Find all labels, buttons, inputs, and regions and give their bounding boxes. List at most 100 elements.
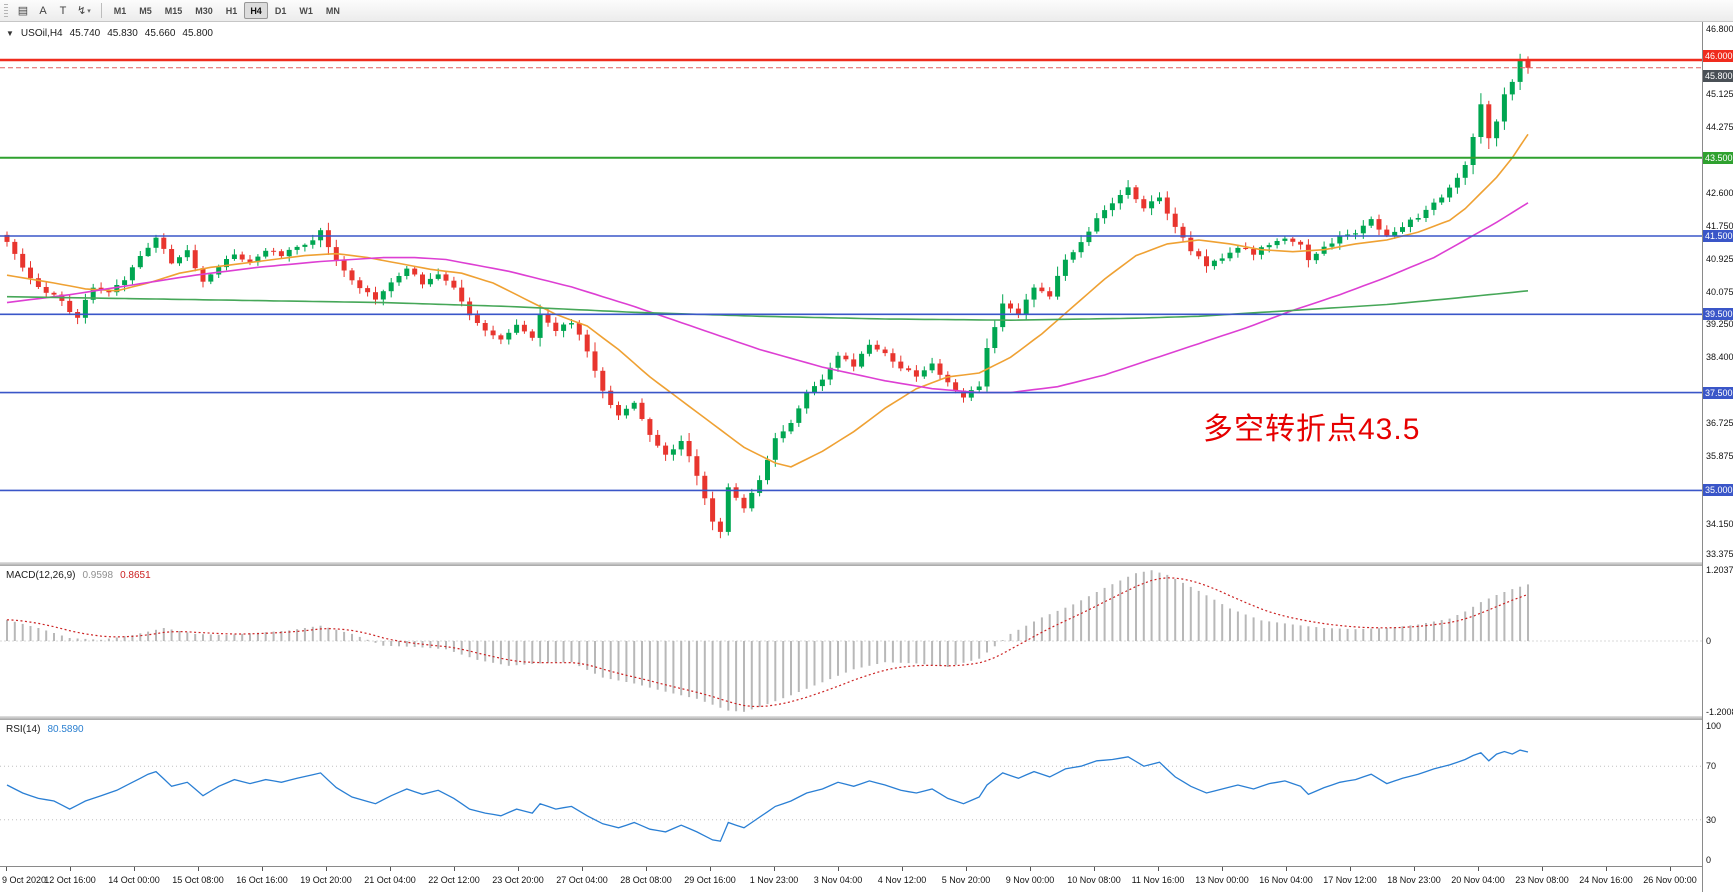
price-tick-label: 46.800 xyxy=(1706,23,1733,34)
drawing-tool-icon[interactable]: T xyxy=(53,1,73,20)
time-tick xyxy=(1350,867,1351,871)
time-tick xyxy=(390,867,391,871)
timeframe-button-d1[interactable]: D1 xyxy=(269,2,293,19)
time-label: 21 Oct 04:00 xyxy=(364,875,416,885)
time-label: 10 Nov 08:00 xyxy=(1067,875,1121,885)
time-label: 24 Nov 16:00 xyxy=(1579,875,1633,885)
time-tick xyxy=(710,867,711,871)
time-tick xyxy=(1478,867,1479,871)
toolbar-grip[interactable] xyxy=(4,3,8,18)
indicator-tool-icon[interactable]: ↯ ▾ xyxy=(73,1,95,20)
price-tick-label: 44.275 xyxy=(1706,122,1733,133)
macd-tick-label: 1.2037 xyxy=(1706,564,1733,575)
time-label: 27 Oct 04:00 xyxy=(556,875,608,885)
price-scale[interactable]: 46.800 45.125 44.275 42.600 41.750 40.925 40.0… xyxy=(1702,22,1733,892)
time-label: 15 Oct 08:00 xyxy=(172,875,224,885)
time-tick xyxy=(1286,867,1287,871)
time-label: 28 Oct 08:00 xyxy=(620,875,672,885)
time-label: 16 Nov 04:00 xyxy=(1259,875,1313,885)
time-axis[interactable]: 9 Oct 2020 12 Oct 16:00 14 Oct 00:00 15 Oct… xyxy=(0,866,1702,892)
price-line-tag-41.500: 41.500 xyxy=(1703,230,1733,243)
rsi-pane[interactable]: RSI(14) 80.5890 xyxy=(0,720,1702,866)
time-label: 13 Nov 00:00 xyxy=(1195,875,1249,885)
price-line-tag-39.500: 39.500 xyxy=(1703,308,1733,321)
time-tick xyxy=(70,867,71,871)
time-label: 26 Nov 00:00 xyxy=(1643,875,1697,885)
current-price-tag: 45.800 xyxy=(1703,69,1733,82)
price-line-tag-43.500: 43.500 xyxy=(1703,151,1733,164)
timeframe-button-m1[interactable]: M1 xyxy=(108,2,133,19)
price-tick-label: 33.375 xyxy=(1706,548,1733,559)
time-tick xyxy=(774,867,775,871)
toolbar-separator xyxy=(100,3,102,18)
price-pane[interactable]: ▼ USOil,H4 45.740 45.830 45.660 45.800 多… xyxy=(0,22,1702,562)
time-label: 11 Nov 16:00 xyxy=(1131,875,1185,885)
timeframe-button-h4[interactable]: H4 xyxy=(244,2,268,19)
time-label: 23 Oct 20:00 xyxy=(492,875,544,885)
price-tick-label: 36.725 xyxy=(1706,417,1733,428)
time-tick xyxy=(838,867,839,871)
time-tick xyxy=(966,867,967,871)
time-label: 14 Oct 00:00 xyxy=(108,875,160,885)
timeframe-button-w1[interactable]: W1 xyxy=(293,2,319,19)
indicator-tool-icon-glyph: ↯ xyxy=(77,5,87,17)
time-label: 3 Nov 04:00 xyxy=(813,875,863,885)
time-tick xyxy=(1670,867,1671,871)
time-tick xyxy=(1414,867,1415,871)
time-tick xyxy=(518,867,519,871)
chart-grid-icon[interactable]: ▤ xyxy=(13,1,33,20)
price-tick-label: 40.925 xyxy=(1706,253,1733,264)
pane-separator[interactable] xyxy=(0,562,1733,566)
price-chart-canvas xyxy=(0,53,1702,539)
time-tick xyxy=(1222,867,1223,871)
chevron-down-icon: ▾ xyxy=(87,7,91,15)
toolbar: ▤ A T ↯ ▾ M1 M5 M15 M30 H1 H4 D1 W1 MN xyxy=(0,0,1733,22)
rsi-tick-label: 0 xyxy=(1706,855,1712,865)
rsi-tick-label: 100 xyxy=(1706,721,1722,731)
time-label: 16 Oct 16:00 xyxy=(236,875,288,885)
timeframe-button-m30[interactable]: M30 xyxy=(189,2,219,19)
price-line-tag-35.000: 35.000 xyxy=(1703,484,1733,497)
time-label: 9 Oct 2020 xyxy=(2,875,47,885)
time-tick xyxy=(1542,867,1543,871)
time-label: 9 Nov 00:00 xyxy=(1005,875,1055,885)
time-tick xyxy=(198,867,199,871)
time-label: 20 Nov 04:00 xyxy=(1451,875,1505,885)
macd-pane[interactable]: MACD(12,26,9) 0.9598 0.8651 xyxy=(0,566,1702,716)
price-tick-label: 34.150 xyxy=(1706,518,1733,529)
price-tick-label: 42.600 xyxy=(1706,188,1733,198)
time-tick xyxy=(902,867,903,871)
time-tick xyxy=(262,867,263,871)
time-tick xyxy=(1606,867,1607,871)
time-tick xyxy=(1030,867,1031,871)
time-tick xyxy=(646,867,647,871)
time-label: 4 Nov 12:00 xyxy=(877,875,927,885)
drawing-tool-icon-glyph: T xyxy=(59,4,67,17)
price-line-tag-37.500: 37.500 xyxy=(1703,386,1733,399)
time-label: 19 Oct 20:00 xyxy=(300,875,352,885)
time-label: 17 Nov 12:00 xyxy=(1323,875,1377,885)
text-tool-icon-glyph: A xyxy=(39,4,47,17)
timeframe-button-h1[interactable]: H1 xyxy=(220,2,244,19)
price-tick-label: 38.400 xyxy=(1706,352,1733,363)
time-label: 29 Oct 16:00 xyxy=(684,875,736,885)
timeframe-button-m5[interactable]: M5 xyxy=(133,2,158,19)
time-tick xyxy=(6,867,7,871)
price-tick-label: 41.750 xyxy=(1706,221,1733,232)
price-tick-label: 45.125 xyxy=(1706,89,1733,100)
time-label: 18 Nov 23:00 xyxy=(1387,875,1441,885)
time-label: 23 Nov 08:00 xyxy=(1515,875,1569,885)
macd-tick-label: -1.2008 xyxy=(1706,706,1733,717)
timeframe-button-mn[interactable]: MN xyxy=(320,2,346,19)
text-tool-icon[interactable]: A xyxy=(33,1,53,20)
timeframe-button-group: M1 M5 M15 M30 H1 H4 D1 W1 MN xyxy=(108,2,346,19)
price-line-tag-46.000: 46.000 xyxy=(1703,49,1733,62)
rsi-tick-label: 70 xyxy=(1706,761,1717,772)
macd-chart-canvas xyxy=(0,570,1702,712)
time-label: 12 Oct 16:00 xyxy=(44,875,96,885)
timeframe-button-m15[interactable]: M15 xyxy=(159,2,189,19)
time-tick xyxy=(1158,867,1159,871)
time-tick xyxy=(454,867,455,871)
pane-separator[interactable] xyxy=(0,716,1733,720)
